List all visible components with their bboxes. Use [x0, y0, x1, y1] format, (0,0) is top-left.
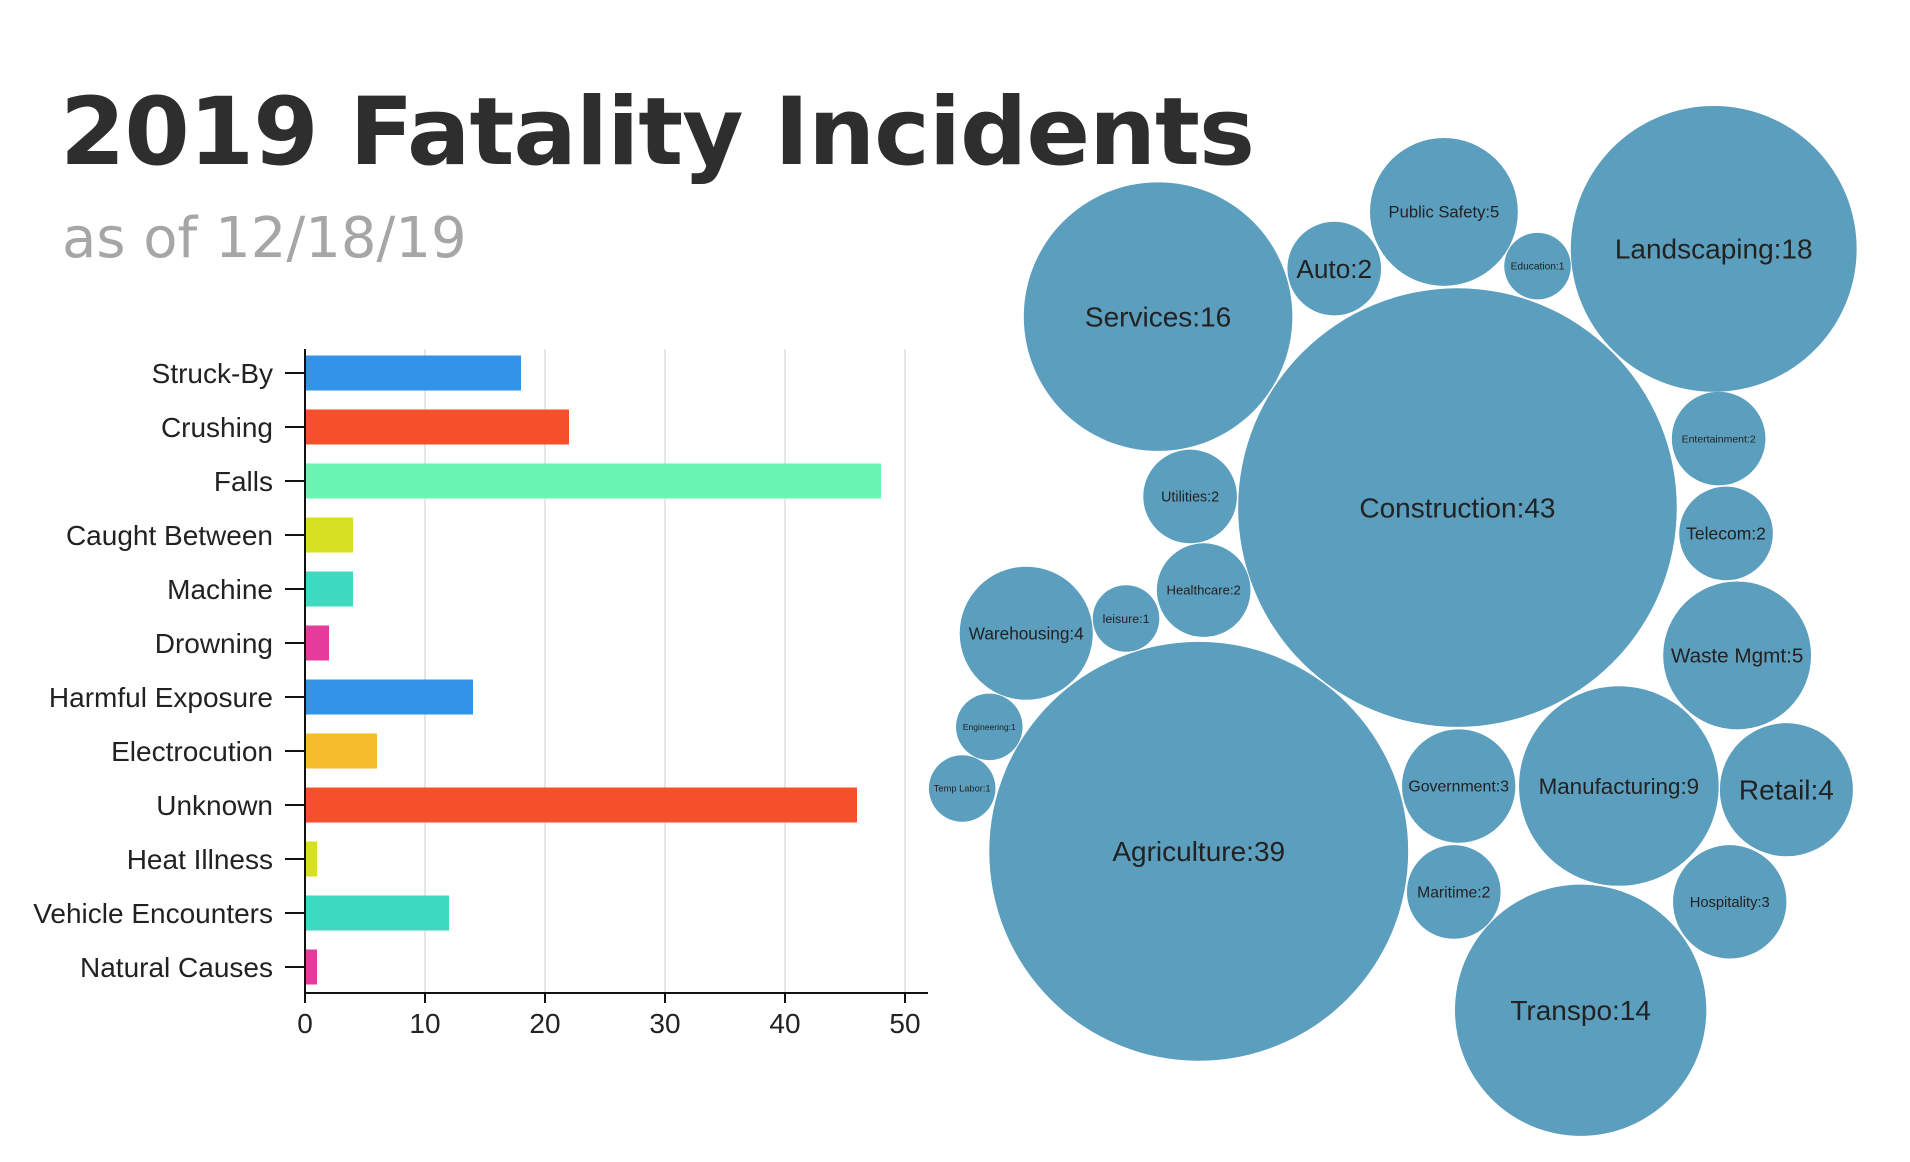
y-tick-label: Crushing [161, 412, 273, 443]
y-tick-label: Vehicle Encounters [33, 898, 273, 929]
bubble-construction [1238, 288, 1677, 727]
y-tick-label: Heat Illness [127, 844, 273, 875]
bubble-label: Public Safety:5 [1389, 203, 1500, 222]
bubble-label: Landscaping:18 [1615, 234, 1813, 265]
page-title: 2019 Fatality Incidents [60, 78, 1255, 187]
x-tick-label: 10 [409, 1008, 440, 1039]
bubble-label: Government:3 [1408, 779, 1509, 796]
bubble-label: Education:1 [1511, 262, 1565, 273]
x-tick-label: 0 [297, 1008, 313, 1039]
bubble-label: Temp Labor:1 [934, 784, 991, 794]
bar-caught-between [305, 517, 353, 553]
bubble-transpo [1454, 884, 1707, 1136]
y-tick-label: Harmful Exposure [49, 682, 273, 713]
bubble-label: Hospitality:3 [1690, 895, 1770, 911]
bubble-waste-mgmt [1663, 581, 1812, 730]
bubble-manufacturing [1519, 686, 1719, 886]
bubble-label: Healthcare:2 [1167, 583, 1241, 598]
bubble-label: Retail:4 [1739, 775, 1834, 806]
bubble-label: Auto:2 [1296, 254, 1372, 284]
bubble-hospitality [1673, 845, 1787, 959]
bubble-entertainment [1671, 391, 1766, 486]
bar-chart: 0 10 20 30 40 50 Struck-By Crushing Falls Caught … [33, 349, 928, 1039]
bubble-auto [1287, 221, 1382, 316]
bar-heat-illness [305, 841, 317, 877]
y-tick-label: Drowning [155, 628, 273, 659]
bubble-temp-labor [928, 755, 996, 822]
bubble-utilities [1143, 449, 1237, 544]
y-tick-label: Falls [214, 466, 273, 497]
bar-machine [305, 571, 353, 607]
bubble-public-safety [1369, 137, 1518, 286]
y-tick-label: Unknown [156, 790, 273, 821]
bubble-education [1504, 232, 1571, 300]
bubble-services [1023, 182, 1293, 451]
bubble-label: Construction:43 [1359, 492, 1555, 523]
y-tick-label: Struck-By [152, 358, 273, 389]
bubble-label: Waste Mgmt:5 [1671, 645, 1804, 668]
bubble-warehousing [959, 566, 1093, 700]
bar-electrocution [305, 733, 377, 769]
bar-vehicle-encounters [305, 895, 449, 931]
x-tick-label: 50 [889, 1008, 920, 1039]
y-tick-label: Electrocution [111, 736, 273, 767]
bar-unknown [305, 787, 857, 823]
bubble-label: Services:16 [1085, 301, 1231, 332]
bubble-label: Engineering:1 [963, 722, 1016, 732]
x-tick-label: 20 [529, 1008, 560, 1039]
bubble-label: Transpo:14 [1510, 995, 1651, 1026]
bubble-maritime [1406, 845, 1501, 939]
bubble-label: Manufacturing:9 [1539, 774, 1700, 799]
bubble-label: Warehousing:4 [969, 623, 1084, 643]
bubble-engineering [956, 693, 1023, 761]
y-tick-label: Caught Between [66, 520, 273, 551]
bubble-agriculture [989, 641, 1409, 1061]
bubble-label: Maritime:2 [1417, 884, 1490, 901]
bubble-label: Utilities:2 [1161, 490, 1219, 506]
bubble-label: Agriculture:39 [1112, 836, 1285, 867]
bar-drowning [305, 625, 329, 661]
bubble-retail [1719, 723, 1853, 857]
bubble-label: Entertainment:2 [1682, 433, 1756, 445]
bar-falls [305, 463, 881, 499]
bubble-government [1402, 729, 1516, 843]
bubble-label: Telecom:2 [1686, 524, 1766, 544]
bar-crushing [305, 409, 569, 445]
bubble-label: leisure:1 [1103, 612, 1150, 626]
y-tick-label: Machine [167, 574, 273, 605]
bar-harmful-exposure [305, 679, 473, 715]
page-subtitle: as of 12/18/19 [62, 206, 467, 271]
x-tick-label: 40 [769, 1008, 800, 1039]
x-tick-label: 30 [649, 1008, 680, 1039]
bubble-leisure [1092, 585, 1160, 652]
bar-natural-causes [305, 949, 317, 985]
bubble-healthcare [1156, 543, 1251, 637]
y-tick-label: Natural Causes [80, 952, 273, 983]
bar-struck-by [305, 355, 521, 391]
bubble-telecom [1679, 486, 1773, 581]
bubble-chart: Services:16 Auto:2 Public Safety:5 Educatio… [928, 105, 1857, 1136]
bubble-landscaping [1570, 105, 1857, 392]
